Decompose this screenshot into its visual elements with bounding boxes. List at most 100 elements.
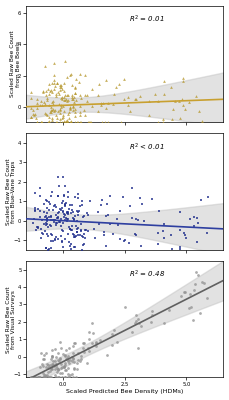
- Point: [47, 224, 50, 230]
- Point: [65, 210, 69, 216]
- Point: [35, 96, 39, 102]
- Point: [59, 84, 63, 90]
- Point: [79, 221, 83, 228]
- Point: [33, 374, 37, 380]
- Point: [64, 236, 67, 242]
- Point: [83, 227, 87, 233]
- Point: [60, 119, 64, 125]
- Point: [61, 220, 65, 226]
- Point: [58, 84, 62, 90]
- Point: [55, 80, 58, 86]
- Point: [60, 205, 64, 211]
- Point: [34, 115, 38, 121]
- Point: [97, 80, 100, 87]
- Point: [62, 364, 66, 370]
- Point: [83, 231, 86, 238]
- Point: [74, 76, 78, 82]
- Point: [49, 217, 53, 223]
- Point: [52, 77, 56, 83]
- Point: [71, 103, 75, 109]
- Point: [90, 320, 93, 326]
- Point: [83, 92, 86, 98]
- Point: [36, 374, 39, 380]
- Point: [147, 112, 151, 118]
- Point: [85, 98, 89, 105]
- Point: [93, 235, 97, 241]
- Point: [76, 195, 80, 201]
- Point: [55, 214, 59, 221]
- Point: [106, 212, 110, 218]
- Point: [60, 238, 64, 245]
- Point: [49, 244, 53, 251]
- Point: [70, 202, 74, 208]
- Point: [67, 224, 71, 230]
- Point: [54, 372, 57, 379]
- Point: [111, 101, 115, 108]
- Point: [179, 226, 182, 233]
- Point: [62, 192, 66, 198]
- Point: [123, 304, 127, 310]
- Point: [59, 207, 63, 213]
- Point: [51, 346, 54, 353]
- Point: [189, 304, 193, 310]
- Point: [85, 210, 89, 216]
- Point: [61, 112, 64, 118]
- Point: [68, 226, 72, 232]
- Point: [29, 89, 33, 95]
- Point: [38, 214, 42, 220]
- Point: [38, 192, 42, 199]
- Point: [61, 174, 64, 180]
- Point: [59, 94, 63, 101]
- Point: [60, 227, 64, 233]
- Point: [48, 88, 52, 94]
- Point: [105, 201, 109, 208]
- Point: [134, 96, 137, 102]
- Point: [58, 219, 62, 225]
- Point: [55, 90, 58, 97]
- Point: [77, 208, 81, 214]
- Point: [194, 93, 198, 100]
- Point: [138, 195, 142, 201]
- Point: [31, 374, 35, 380]
- Point: [169, 84, 172, 90]
- Point: [122, 76, 126, 82]
- Point: [45, 112, 49, 118]
- Point: [63, 96, 67, 103]
- Point: [74, 97, 78, 104]
- Point: [67, 119, 70, 125]
- Point: [161, 228, 165, 234]
- Point: [44, 228, 47, 234]
- Point: [94, 343, 98, 349]
- Point: [90, 340, 94, 347]
- Point: [111, 331, 114, 337]
- Point: [104, 119, 107, 125]
- Point: [191, 316, 195, 323]
- Point: [105, 352, 109, 358]
- Point: [64, 95, 67, 102]
- Point: [71, 374, 75, 380]
- Point: [63, 352, 67, 358]
- Point: [51, 361, 55, 367]
- Point: [82, 107, 86, 113]
- Point: [35, 119, 39, 125]
- Point: [82, 340, 86, 346]
- Point: [73, 106, 77, 112]
- Point: [49, 223, 53, 230]
- Point: [120, 119, 123, 125]
- Point: [65, 92, 69, 98]
- Point: [29, 104, 33, 111]
- Point: [73, 85, 77, 91]
- Point: [49, 86, 53, 93]
- Point: [102, 232, 106, 238]
- Point: [35, 119, 39, 125]
- Point: [48, 374, 52, 380]
- Point: [76, 191, 80, 198]
- Point: [47, 198, 51, 205]
- Point: [65, 117, 68, 123]
- Point: [57, 208, 61, 215]
- Point: [46, 246, 50, 253]
- Point: [93, 225, 96, 232]
- Point: [52, 358, 55, 364]
- Point: [66, 357, 69, 364]
- Point: [68, 345, 71, 351]
